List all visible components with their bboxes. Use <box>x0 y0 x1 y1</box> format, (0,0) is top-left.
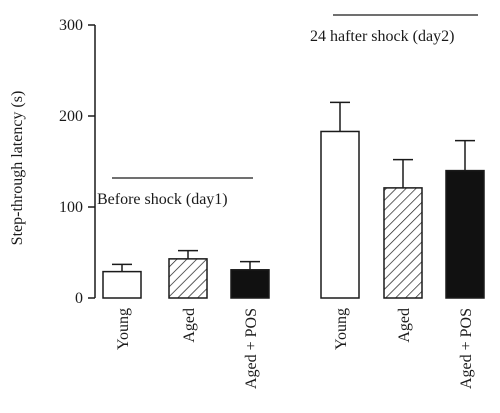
group-label: 24 hafter shock (day2) <box>310 28 454 45</box>
y-tick-label: 100 <box>59 199 83 216</box>
x-tick-label: Aged + POS <box>243 308 260 389</box>
labels: Young Aged Aged + POS Before shock (day1) Yo… <box>97 14 478 389</box>
x-tick-label: Aged <box>396 308 413 343</box>
bar <box>168 258 208 299</box>
bars <box>102 101 485 299</box>
x-tick-label: Aged + POS <box>458 308 475 389</box>
y-axis-label: Step-through latency (s) <box>9 91 26 246</box>
bar <box>102 270 142 299</box>
bar <box>445 169 485 299</box>
x-tick-label: Young <box>333 308 350 350</box>
axes: 0 100 200 300 <box>59 17 96 307</box>
y-tick-label: 300 <box>59 17 83 34</box>
y-tick-label: 200 <box>59 108 83 125</box>
group-label: Before shock (day1) <box>97 191 228 208</box>
x-tick-label: Young <box>115 308 132 350</box>
x-tick-label: Aged <box>181 308 198 343</box>
bar <box>230 269 270 299</box>
y-tick-label: 0 <box>75 290 83 307</box>
bar <box>320 130 360 299</box>
bar <box>383 187 423 299</box>
